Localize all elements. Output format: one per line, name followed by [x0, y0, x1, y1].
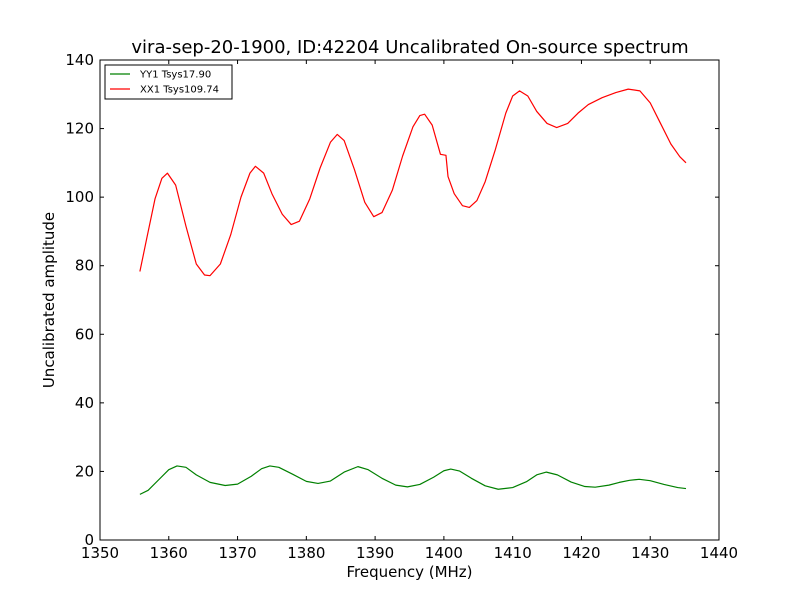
y-tick-label-2: 40 [75, 394, 94, 412]
series-line-0 [139, 465, 687, 495]
legend-entry-1: XX1 Tsys109.74 [140, 85, 219, 96]
series-line-1 [139, 88, 687, 277]
y-tick-label-5: 100 [65, 188, 94, 206]
y-tick-label-7: 140 [65, 51, 94, 69]
chart-title: vira-sep-20-1900, ID:42204 Uncalibrated … [131, 37, 688, 58]
legend: YY1 Tsys17.90 XX1 Tsys109.74 [104, 64, 233, 100]
x-tick-label-1: 1360 [150, 544, 188, 562]
legend-entry-0: YY1 Tsys17.90 [139, 70, 211, 81]
x-tick-label-0: 1350 [81, 544, 119, 562]
x-tick-label-3: 1380 [287, 544, 325, 562]
x-tick-label-6: 1410 [494, 544, 532, 562]
x-axis-label: Frequency (MHz) [346, 563, 472, 581]
plot-frame [99, 59, 720, 541]
x-tick-label-8: 1430 [631, 544, 669, 562]
x-tick-label-5: 1400 [425, 544, 463, 562]
x-tick-label-7: 1420 [562, 544, 600, 562]
y-tick-label-0: 0 [84, 531, 94, 549]
y-tick-label-1: 20 [75, 462, 94, 480]
plot-area [139, 88, 687, 495]
y-tick-label-6: 120 [65, 120, 94, 138]
y-tick-label-3: 60 [75, 325, 94, 343]
x-tick-label-2: 1370 [218, 544, 256, 562]
y-tick-label-4: 80 [75, 257, 94, 275]
legend-box [104, 64, 233, 100]
y-axis-label: Uncalibrated amplitude [40, 212, 58, 388]
x-tick-label-4: 1390 [356, 544, 394, 562]
x-tick-label-9: 1440 [700, 544, 738, 562]
